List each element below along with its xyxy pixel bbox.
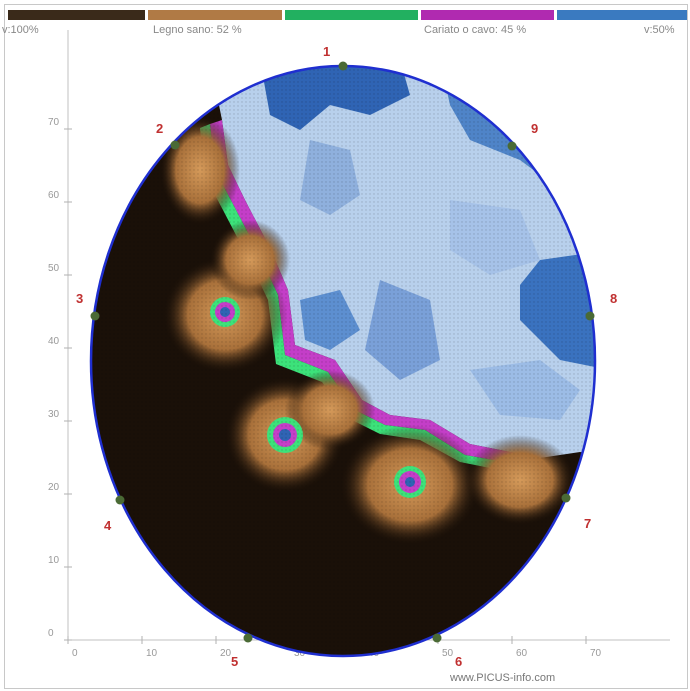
sensor-label: 7 <box>584 516 591 531</box>
sensor-dot <box>507 141 517 151</box>
sensor-label: 1 <box>323 44 330 59</box>
scale-segment-blue <box>557 10 687 20</box>
sensor-dot <box>338 61 348 71</box>
x-tick-label: 0 <box>72 648 78 659</box>
sensor-points: 1 2 3 4 5 6 7 8 9 <box>76 44 617 669</box>
x-tick-label: 20 <box>220 648 232 659</box>
scale-segment-magenta <box>421 10 555 20</box>
sensor-dot <box>561 493 571 503</box>
scale-right-label: v:50% <box>644 24 675 36</box>
scale-left-label: v:100% <box>2 24 39 36</box>
y-tick-label: 70 <box>48 117 60 128</box>
sensor-label: 8 <box>610 291 617 306</box>
sensor-dot <box>432 633 442 643</box>
x-tick-label: 10 <box>146 648 158 659</box>
sensor-dot <box>170 140 180 150</box>
y-tick-label: 60 <box>48 190 60 201</box>
y-tick-label: 40 <box>48 336 60 347</box>
x-tick-label: 70 <box>590 648 602 659</box>
x-tick-label: 60 <box>516 648 528 659</box>
x-tick-label: 50 <box>442 648 454 659</box>
scale-labels: v:100% Legno sano: 52 % Cariato o cavo: … <box>2 24 690 40</box>
y-tick-label: 10 <box>48 555 60 566</box>
y-ticks: 0 10 20 30 40 50 60 70 <box>48 117 72 641</box>
sensor-dot <box>115 495 125 505</box>
sensor-label: 4 <box>104 518 112 533</box>
y-tick-label: 0 <box>48 628 54 639</box>
sensor-label: 5 <box>231 654 238 669</box>
sensor-label: 3 <box>76 291 83 306</box>
decay-label: Cariato o cavo: 45 % <box>424 24 527 36</box>
sound-wood-label: Legno sano: 52 % <box>153 24 242 36</box>
sensor-dot <box>90 311 100 321</box>
y-tick-label: 20 <box>48 482 60 493</box>
color-scale-bar <box>8 10 690 22</box>
y-tick-label: 30 <box>48 409 60 420</box>
trunk-section <box>91 66 595 656</box>
x-tick-label: 30 <box>294 648 306 659</box>
y-tick-label: 50 <box>48 263 60 274</box>
scale-segment-dark-brown <box>8 10 145 20</box>
sensor-label: 6 <box>455 654 462 669</box>
sensor-dot <box>585 311 595 321</box>
scale-segment-green <box>284 10 419 20</box>
credit-text: www.PICUS-info.com <box>450 672 556 684</box>
sensor-dot <box>243 633 253 643</box>
sensor-label: 9 <box>531 121 538 136</box>
sensor-label: 2 <box>156 121 163 136</box>
scale-segment-light-brown <box>147 10 282 20</box>
